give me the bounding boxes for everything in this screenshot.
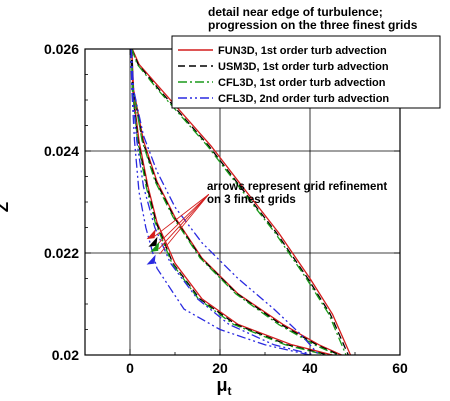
legend-entries: FUN3D, 1st order turb advection USM3D, 1s… <box>178 45 389 105</box>
legend-label-2: USM3D, 1st order turb advection <box>218 61 389 73</box>
y-tick-label: 0.026 <box>44 41 79 57</box>
annotation-text-line-2: on 3 finest grids <box>207 194 296 206</box>
y-tick-label: 0.024 <box>44 143 79 159</box>
legend-label-1: FUN3D, 1st order turb advection <box>218 45 387 57</box>
grid-refinement-arrow <box>146 229 156 240</box>
series-4-curve-3 <box>130 49 320 355</box>
series-2-curve-3 <box>131 49 349 355</box>
x-tick-label: 20 <box>212 360 228 376</box>
x-tick-label: 40 <box>302 360 318 376</box>
chart-title: detail near edge of turbulence; progress… <box>208 5 418 32</box>
x-axis-label-text: μt <box>216 375 231 398</box>
y-axis-label: Z <box>0 202 12 212</box>
grid-refinement-arrow <box>146 254 156 265</box>
chart-title-line-1: detail near edge of turbulence; <box>208 5 383 19</box>
x-tick-label: 60 <box>392 360 408 376</box>
chart-title-line-2: progression on the three finest grids <box>208 18 418 32</box>
legend-box <box>171 35 441 109</box>
x-axis-label: μt <box>216 375 231 398</box>
plot-series <box>130 49 352 355</box>
y-tick-label: 0.022 <box>44 245 79 261</box>
annotation-leader-line <box>157 194 210 245</box>
y-tick-label: 0.02 <box>52 347 79 363</box>
annotation-leader-line <box>158 194 210 250</box>
y-axis-label-text: Z <box>0 202 12 212</box>
grid-refinement-arrow <box>150 241 160 252</box>
x-tick-label: 0 <box>126 360 134 376</box>
axis-ticks: 0 20 40 60 0.02 0.022 0.024 0.026 <box>44 41 408 376</box>
legend-label-3: CFL3D, 1st order turb advection <box>218 77 386 89</box>
grid-refinement-arrow <box>148 236 158 247</box>
series-3-curve-3 <box>131 49 347 355</box>
series-3-curve-1 <box>130 49 326 355</box>
x-axis-label-subscript: t <box>228 384 232 398</box>
series-2-curve-2 <box>131 49 340 355</box>
x-axis-label-main: μ <box>216 375 227 395</box>
annotation-leader-line <box>154 193 210 237</box>
annotation-leader-line <box>159 194 210 255</box>
legend-label-4: CFL3D, 2nd order turb advection <box>218 93 389 105</box>
series-1-curve-3 <box>131 49 352 355</box>
legend: FUN3D, 1st order turb advection USM3D, 1s… <box>171 35 441 109</box>
series-3-curve-2 <box>130 49 338 355</box>
series-4-curve-1 <box>130 49 311 355</box>
annotation-text-line-1: arrows represent grid refinement <box>207 181 387 193</box>
